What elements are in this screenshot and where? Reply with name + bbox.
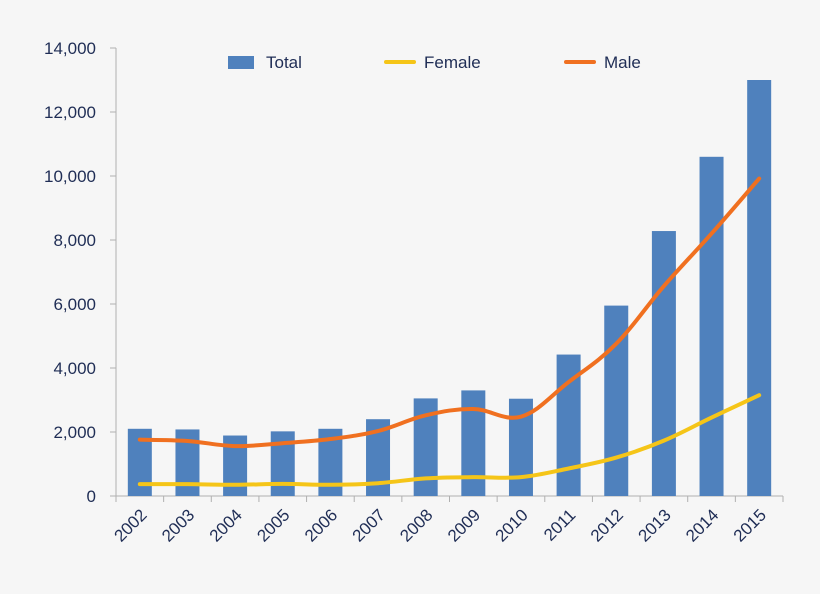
legend: Total Female Male <box>228 53 641 72</box>
y-tick-label: 10,000 <box>44 167 96 186</box>
bar-total-2009 <box>461 390 486 496</box>
line-series <box>137 176 762 487</box>
y-tick-label: 8,000 <box>53 231 96 250</box>
x-tick-label: 2012 <box>587 505 627 545</box>
line-male <box>137 176 762 449</box>
x-tick-label: 2015 <box>730 505 770 545</box>
x-tick-label: 2005 <box>253 505 293 545</box>
legend-label-male: Male <box>604 53 641 72</box>
bar-total-2015 <box>747 80 772 496</box>
x-tick-label: 2002 <box>110 505 150 545</box>
bar-total-2014 <box>699 156 724 497</box>
x-tick-label: 2013 <box>635 505 675 545</box>
legend-swatch-total <box>228 56 254 69</box>
legend-label-female: Female <box>424 53 481 72</box>
x-tick-label: 2003 <box>158 505 198 545</box>
x-tick-label: 2009 <box>444 505 484 545</box>
x-tick-label: 2008 <box>396 505 436 545</box>
y-tick-label: 0 <box>87 487 96 506</box>
x-tick-label: 2010 <box>492 505 532 545</box>
legend-label-total: Total <box>266 53 302 72</box>
y-tick-label: 12,000 <box>44 103 96 122</box>
y-tick-label: 4,000 <box>53 359 96 378</box>
x-tick-label: 2006 <box>301 505 341 545</box>
y-axis: 0 2,000 4,000 6,000 8,000 10,000 12,000 14,000 <box>44 39 117 506</box>
y-tick-label: 14,000 <box>44 39 96 58</box>
line-female <box>137 393 762 487</box>
x-tick-label: 2004 <box>206 505 246 545</box>
x-tick-label: 2014 <box>682 505 722 545</box>
bar-total-2013 <box>651 231 676 497</box>
x-axis: 2002 2003 2004 2005 2006 2007 2008 2009 2010 2011… <box>110 495 784 546</box>
y-tick-label: 2,000 <box>53 423 96 442</box>
x-tick-label: 2007 <box>349 505 389 545</box>
x-tick-label: 2011 <box>540 505 579 544</box>
y-tick-label: 6,000 <box>53 295 96 314</box>
